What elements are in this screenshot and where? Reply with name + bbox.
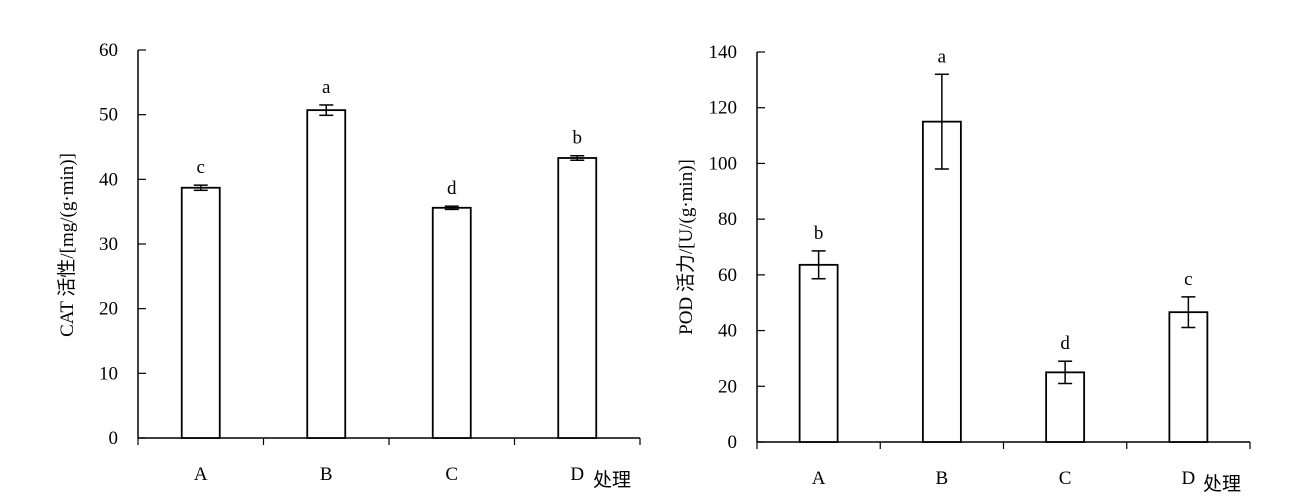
pod-chart-panel: 0 20 40 60 80 100 120 140 b Aa Bd Cc D 处理 POD 活力/[U/(g…	[675, 42, 1251, 495]
significance-label-B: a	[938, 46, 947, 67]
y-tick-label: 140	[709, 42, 738, 63]
significance-label-D: c	[1184, 269, 1192, 290]
y-tick-label: 0	[728, 432, 738, 453]
y-tick-label: 20	[99, 299, 118, 320]
y-tick-label: 40	[99, 169, 118, 190]
x-axis-title: 处理	[593, 469, 631, 491]
y-tick-label: 40	[718, 321, 737, 342]
bar-B	[921, 120, 962, 443]
y-tick-label: 120	[709, 98, 738, 119]
bar-B	[306, 109, 347, 439]
significance-label-D: b	[573, 128, 583, 149]
y-tick-label: 60	[99, 40, 118, 61]
y-tick-label: 0	[109, 428, 119, 449]
x-category-label-C: C	[445, 464, 458, 485]
y-tick-label: 10	[99, 363, 118, 384]
x-category-label-B: B	[936, 468, 949, 489]
bar-A	[180, 186, 221, 439]
bar-C	[431, 206, 472, 439]
y-tick-label: 100	[709, 153, 738, 174]
x-category-label-D: D	[1182, 468, 1196, 489]
significance-label-B: a	[322, 77, 331, 98]
x-category-label-D: D	[570, 464, 584, 485]
x-category-label-C: C	[1059, 468, 1072, 489]
significance-label-A: b	[814, 223, 824, 244]
significance-label-A: c	[197, 157, 205, 178]
y-tick-label: 50	[99, 105, 118, 126]
significance-label-C: d	[447, 178, 457, 199]
cat-chart-panel: 0 10 20 30 40 50 60 c Aa Bd Cb D 处理 CAT 活性/[mg/(g·min…	[56, 40, 641, 491]
y-tick-label: 80	[718, 209, 737, 230]
y-tick-label: 20	[718, 376, 737, 397]
y-axis-title: POD 活力/[U/(g·min)]	[675, 159, 697, 335]
x-category-label-A: A	[194, 464, 208, 485]
bar-D	[557, 157, 598, 439]
x-category-label-A: A	[812, 468, 826, 489]
bar-A	[798, 263, 839, 443]
significance-label-C: d	[1060, 333, 1070, 354]
y-tick-label: 60	[718, 265, 737, 286]
y-axis-title: CAT 活性/[mg/(g·min)]	[56, 153, 78, 337]
x-category-label-B: B	[320, 464, 333, 485]
bar-D	[1168, 311, 1209, 443]
x-axis-title: 处理	[1203, 473, 1241, 495]
y-tick-label: 30	[99, 234, 118, 255]
